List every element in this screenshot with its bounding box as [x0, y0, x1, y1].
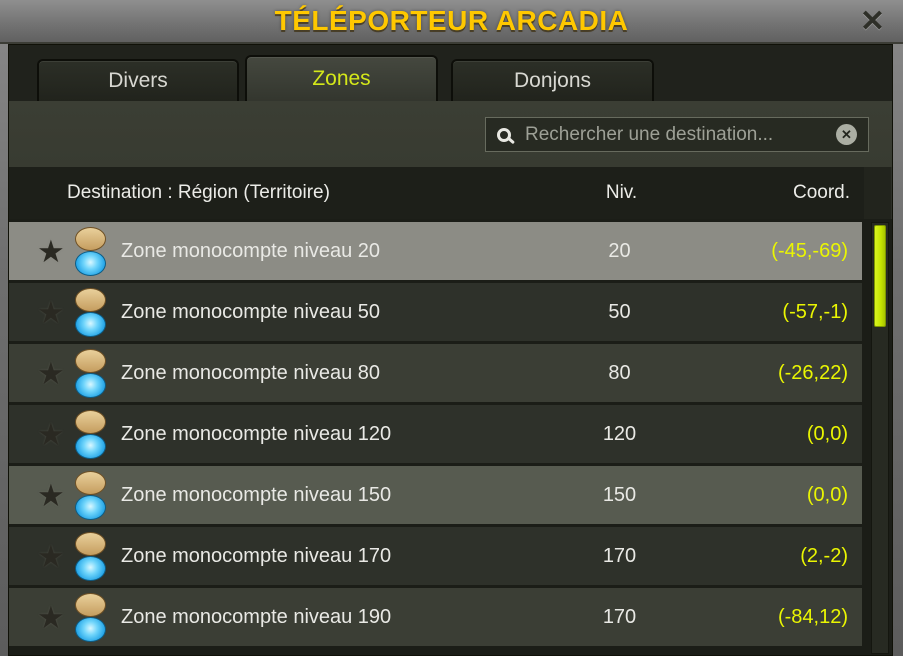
row-coord: (-57,-1) — [782, 300, 848, 323]
row-label: Zone monocompte niveau 150 — [121, 483, 392, 506]
clear-search-icon[interactable]: ✕ — [836, 124, 857, 145]
window-title: TÉLÉPORTEUR ARCADIA — [274, 5, 629, 36]
zone-list-container: ★ Zone monocompte niveau 20 20 (-45,-69)… — [9, 219, 892, 655]
favorite-star-icon[interactable]: ★ — [37, 355, 65, 391]
row-label: Zone monocompte niveau 120 — [121, 422, 392, 445]
row-coord: (-45,-69) — [771, 239, 848, 262]
favorite-star-icon[interactable]: ★ — [37, 538, 65, 574]
row-level: 80 — [608, 361, 631, 384]
row-label: Zone monocompte niveau 20 — [121, 239, 381, 262]
titlebar: TÉLÉPORTEUR ARCADIA ✕ — [0, 0, 903, 44]
scrollbar[interactable] — [871, 222, 889, 654]
row-label: Zone monocompte niveau 50 — [121, 300, 381, 323]
row-coord: (0,0) — [806, 422, 848, 445]
row-level: 120 — [602, 422, 637, 445]
table-header: Destination : Région (Territoire) Niv. C… — [9, 167, 864, 219]
zone-row[interactable]: ★ Zone monocompte niveau 80 80 (-26,22) — [9, 344, 862, 402]
zone-row[interactable]: ★ Zone monocompte niveau 150 150 (0,0) — [9, 466, 862, 524]
zone-row[interactable]: ★ Zone monocompte niveau 120 120 (0,0) — [9, 405, 862, 463]
zone-row[interactable]: ★ Zone monocompte niveau 50 50 (-57,-1) — [9, 283, 862, 341]
search-input[interactable] — [525, 123, 836, 146]
row-label: Zone monocompte niveau 80 — [121, 361, 381, 384]
row-level: 170 — [602, 605, 637, 628]
row-level: 20 — [608, 239, 631, 262]
tab-zones-label: Zones — [312, 67, 371, 90]
row-coord: (-26,22) — [777, 361, 848, 384]
window-content: Divers Zones Donjons ✕ Destination : Rég… — [8, 44, 893, 656]
tab-divers-label: Divers — [108, 69, 168, 92]
zone-row[interactable]: ★ Zone monocompte niveau 190 170 (-84,12… — [9, 588, 862, 646]
search-section: ✕ — [9, 101, 892, 167]
header-destination: Destination : Région (Territoire) — [67, 182, 330, 203]
row-label: Zone monocompte niveau 190 — [121, 605, 392, 628]
zone-row[interactable]: ★ Zone monocompte niveau 20 20 (-45,-69) — [9, 222, 862, 280]
tab-donjons-label: Donjons — [513, 69, 592, 92]
favorite-star-icon[interactable]: ★ — [37, 294, 65, 330]
row-level: 50 — [608, 300, 631, 323]
row-coord: (2,-2) — [800, 544, 848, 567]
zone-row[interactable]: ★ Zone monocompte niveau 170 170 (2,-2) — [9, 527, 862, 585]
favorite-star-icon[interactable]: ★ — [37, 233, 65, 269]
zone-list: ★ Zone monocompte niveau 20 20 (-45,-69)… — [9, 222, 892, 646]
row-label: Zone monocompte niveau 170 — [121, 544, 392, 567]
favorite-star-icon[interactable]: ★ — [37, 477, 65, 513]
row-coord: (-84,12) — [777, 605, 848, 628]
favorite-star-icon[interactable]: ★ — [37, 599, 65, 635]
header-level: Niv. — [605, 182, 638, 203]
search-box[interactable]: ✕ — [485, 117, 869, 152]
scrollbar-thumb[interactable] — [874, 225, 886, 327]
row-level: 170 — [602, 544, 637, 567]
row-coord: (0,0) — [806, 483, 848, 506]
favorite-star-icon[interactable]: ★ — [37, 416, 65, 452]
header-coord: Coord. — [792, 182, 850, 203]
tab-donjons[interactable]: Donjons — [451, 59, 654, 101]
row-level: 150 — [602, 483, 637, 506]
tab-bar: Divers Zones Donjons — [9, 45, 892, 101]
tab-divers[interactable]: Divers — [37, 59, 239, 101]
search-icon — [497, 127, 511, 142]
tab-zones[interactable]: Zones — [245, 55, 438, 101]
close-icon[interactable]: ✕ — [859, 5, 885, 38]
